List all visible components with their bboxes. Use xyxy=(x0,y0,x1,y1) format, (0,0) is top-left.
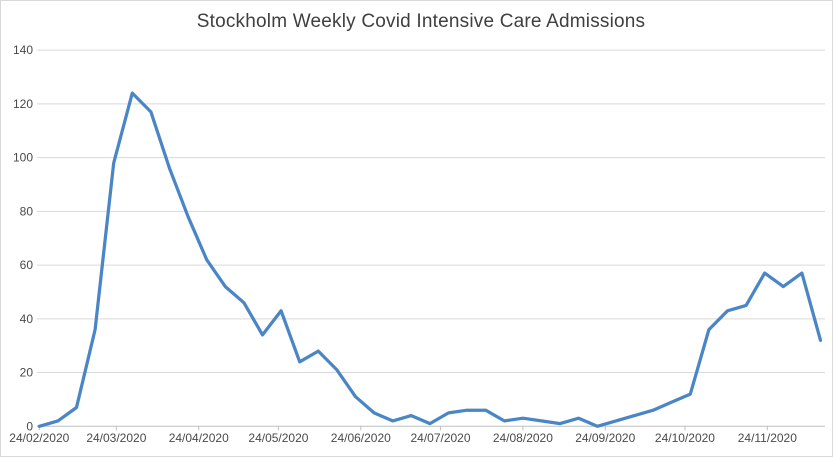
x-axis-tick-label: 24/06/2020 xyxy=(331,431,391,445)
x-axis-tick-label: 24/03/2020 xyxy=(86,431,146,445)
x-axis-tick-label: 24/11/2020 xyxy=(738,431,797,445)
y-axis-tick-label: 60 xyxy=(20,258,34,272)
x-axis-tick-label: 24/05/2020 xyxy=(248,431,308,445)
x-axis-tick-label: 24/10/2020 xyxy=(655,431,715,445)
chart-title: Stockholm Weekly Covid Intensive Care Ad… xyxy=(196,11,646,32)
y-axis-tick-label: 80 xyxy=(20,204,34,218)
x-axis-tick-label: 24/09/2020 xyxy=(575,431,635,445)
y-axis-tick-label: 20 xyxy=(20,366,34,380)
y-axis-tick-label: 0 xyxy=(26,419,33,433)
y-axis-tick-label: 140 xyxy=(13,43,33,57)
x-axis-tick-label: 24/08/2020 xyxy=(493,431,553,445)
y-axis-tick-label: 120 xyxy=(13,97,33,111)
covid-admissions-series-line xyxy=(37,91,823,428)
x-axis-tick-label: 24/07/2020 xyxy=(410,431,470,445)
x-axis-tick-label: 24/02/2020 xyxy=(9,431,69,445)
y-axis-tick-label: 100 xyxy=(13,151,33,165)
x-axis-tick-label: 24/04/2020 xyxy=(169,431,229,445)
y-axis-tick-label: 40 xyxy=(20,312,34,326)
